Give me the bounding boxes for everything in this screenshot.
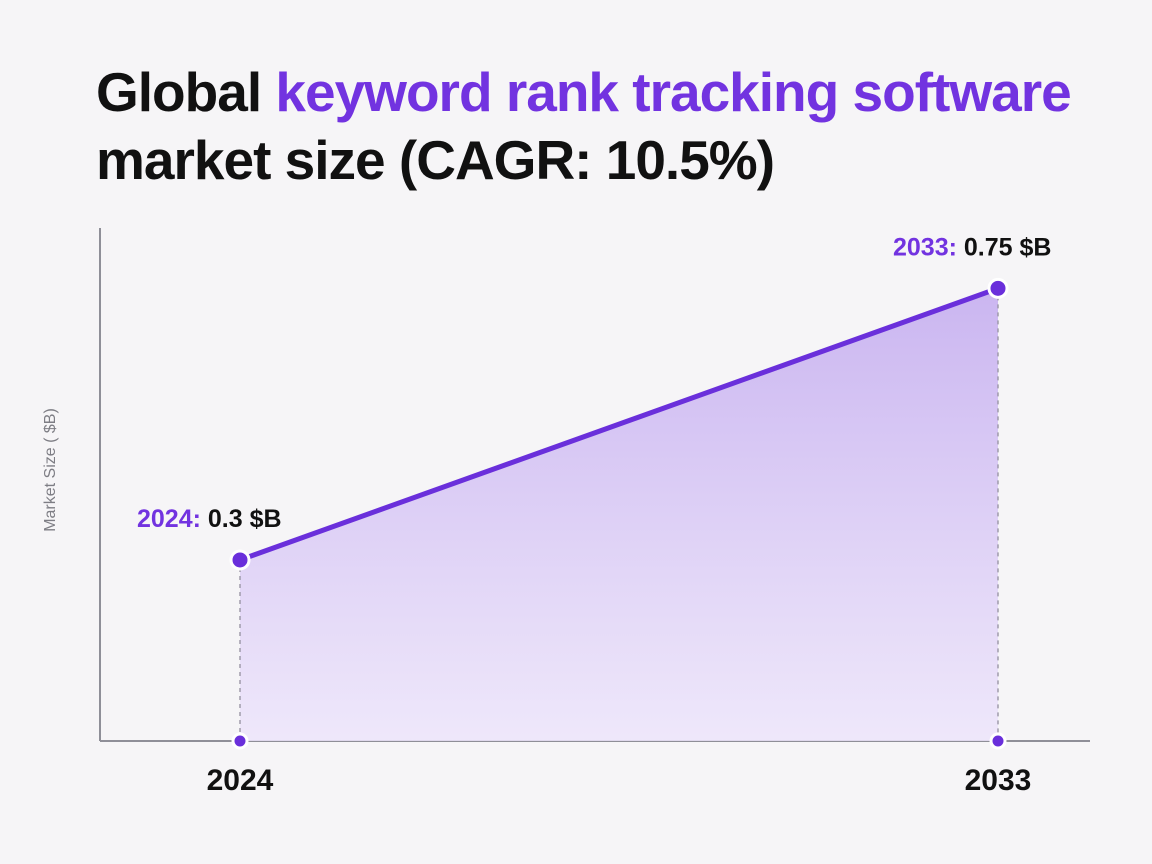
x-axis-marker-2033: [989, 732, 1007, 750]
data-label-2033: 2033: 0.75 $B: [893, 233, 1051, 261]
data-point-2024: [229, 549, 251, 571]
y-axis-label: Market Size ( $B): [42, 408, 59, 532]
series-area: [240, 288, 998, 741]
page-title: Global keyword rank tracking software ma…: [96, 58, 1096, 194]
data-label-value-2033: 0.75 $B: [964, 233, 1052, 261]
x-tick-label-2024: 2024: [207, 764, 274, 797]
data-label-value-2024: 0.3 $B: [208, 505, 282, 533]
data-point-2033: [987, 277, 1009, 299]
x-axis-marker-2024: [231, 732, 249, 750]
data-label-year-2024: 2024:: [137, 505, 208, 533]
data-label-2024: 2024: 0.3 $B: [137, 505, 282, 533]
x-tick-label-2033: 2033: [965, 764, 1032, 797]
title-part-2: market size (CAGR: 10.5%): [96, 129, 775, 191]
data-label-year-2033: 2033:: [893, 233, 964, 261]
title-accent: keyword rank tracking software: [275, 61, 1071, 123]
plot-area: 2024 2033 2024: 0.3 $B 2033: 0.75 $B: [137, 233, 1051, 797]
title-part-1: Global: [96, 61, 276, 123]
series-line: [237, 285, 1001, 563]
